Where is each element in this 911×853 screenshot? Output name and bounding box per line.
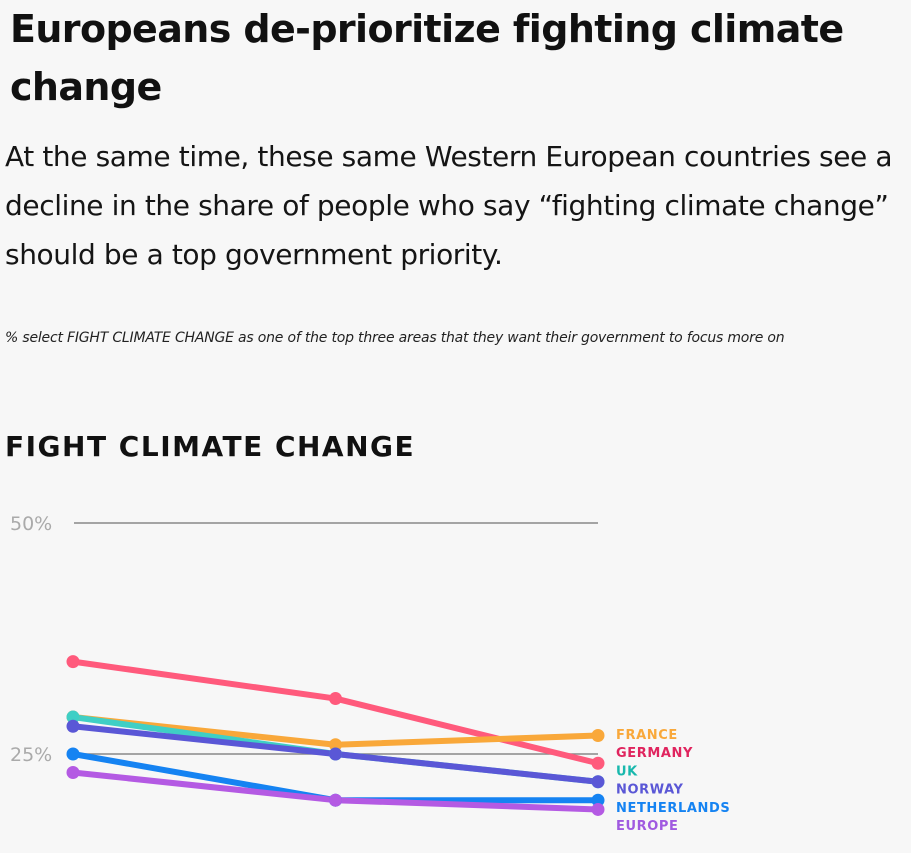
data-point-germany: [591, 756, 605, 770]
data-point-norway: [66, 719, 80, 733]
data-point-netherlands: [66, 747, 80, 761]
y-tick-label: 50%: [10, 513, 52, 535]
data-point-france: [329, 738, 342, 752]
series-line-netherlands: [70, 751, 601, 804]
data-point-norway: [591, 775, 605, 789]
data-point-europe: [329, 793, 342, 807]
data-point-germany: [329, 692, 342, 706]
data-point-europe: [66, 765, 80, 779]
data-point-netherlands: [591, 793, 605, 807]
headline: Europeans de-prioritize fighting climate…: [10, 7, 844, 109]
data-point-europe: [591, 802, 605, 816]
chart-title: FIGHT CLIMATE CHANGE: [5, 430, 416, 463]
chart-note: % select FIGHT CLIMATE CHANGE as one of …: [5, 330, 785, 346]
data-point-uk: [66, 710, 80, 724]
dek-text: At the same time, these same Western Eur…: [5, 140, 893, 271]
series-label-norway: NORWAY: [616, 783, 684, 798]
series-label-germany: GERMANY: [616, 746, 693, 761]
series-label-france: FRANCE: [616, 728, 678, 743]
data-point-germany: [66, 655, 80, 669]
series-label-uk: UK: [616, 764, 638, 779]
data-point-france: [591, 729, 605, 743]
series-label-netherlands: NETHERLANDS: [616, 801, 730, 816]
series-label-europe: EUROPE: [616, 819, 679, 834]
y-tick-label: 25%: [10, 744, 52, 766]
data-point-norway: [329, 747, 342, 761]
